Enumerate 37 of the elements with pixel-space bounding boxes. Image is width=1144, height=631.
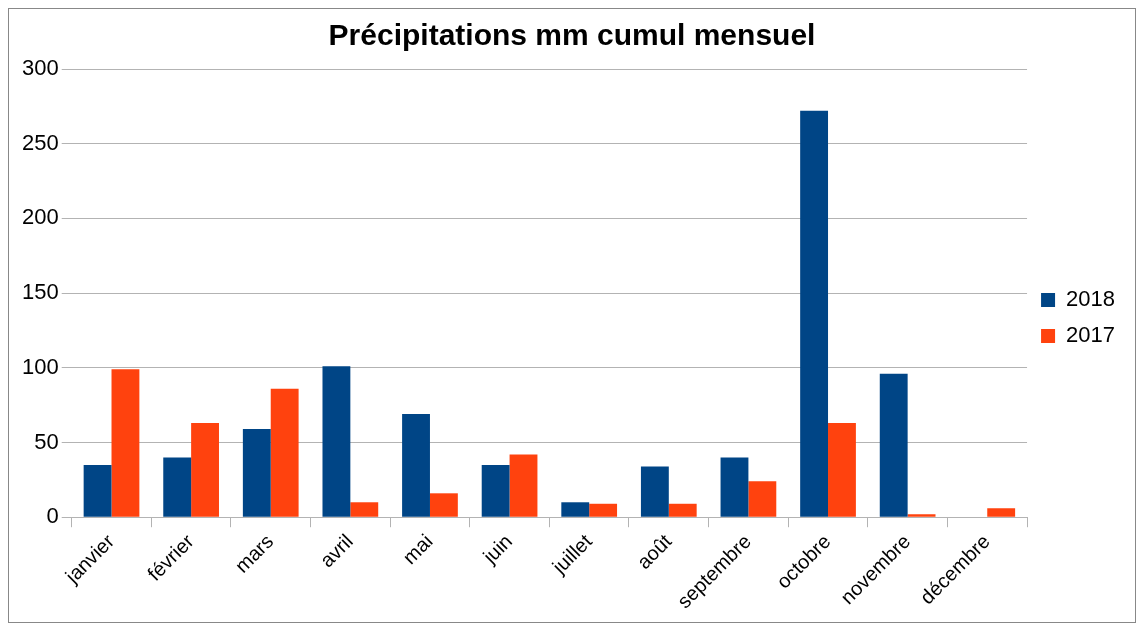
x-tick-label: août — [632, 529, 676, 573]
x-tick-label: mai — [398, 529, 437, 569]
y-tick-label: 100 — [21, 353, 59, 379]
y-tick-label: 200 — [21, 204, 59, 230]
bar — [828, 423, 856, 517]
y-tick-label: 250 — [21, 129, 59, 155]
bar — [879, 373, 908, 517]
bar — [589, 503, 618, 517]
bar — [800, 110, 829, 517]
bar — [350, 502, 379, 517]
bar — [907, 514, 936, 517]
bar — [270, 388, 299, 517]
bar — [111, 369, 140, 517]
bar — [163, 457, 192, 517]
bar — [720, 457, 749, 517]
bar — [481, 464, 510, 517]
bar — [402, 414, 430, 517]
y-tick-label: 150 — [21, 279, 59, 305]
legend-label: 2018 — [1066, 286, 1116, 312]
bar — [561, 502, 590, 517]
bar — [83, 464, 112, 517]
bar — [322, 366, 351, 517]
bar — [509, 454, 538, 517]
y-tick-label: 300 — [21, 55, 59, 81]
bar — [987, 508, 1016, 517]
x-tick-label: juin — [478, 529, 517, 569]
bar — [429, 493, 458, 517]
y-tick-label: 0 — [46, 503, 59, 529]
x-tick-label: avril — [315, 529, 358, 572]
bar — [748, 481, 777, 517]
bar — [191, 423, 219, 517]
chart-title: Précipitations mm cumul mensuel — [328, 18, 816, 52]
bar — [242, 429, 271, 517]
legend-label: 2017 — [1066, 322, 1116, 348]
bar — [668, 503, 697, 517]
y-tick-label: 50 — [34, 428, 59, 454]
bar — [640, 466, 669, 517]
